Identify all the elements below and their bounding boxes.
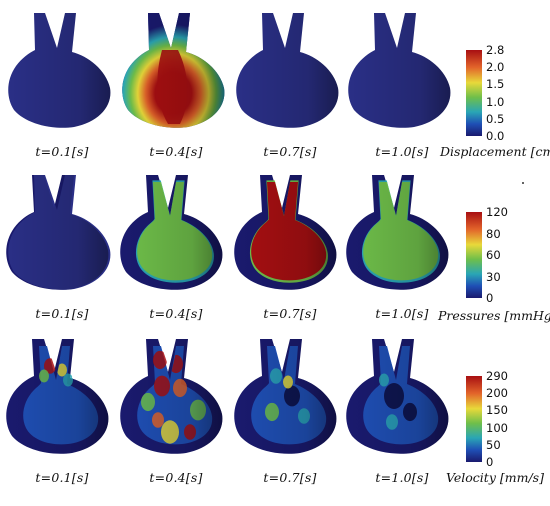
time-label: t=1.0[s] xyxy=(375,470,429,485)
time-label: t=0.7[s] xyxy=(263,144,317,159)
model-panel xyxy=(344,172,456,292)
model-shading xyxy=(346,339,449,454)
model-shading xyxy=(6,175,109,290)
colorbar-label: Velocity [mm/s] xyxy=(446,470,544,485)
colorbar-gradient xyxy=(466,212,482,298)
model-panel xyxy=(4,10,116,130)
colorbar-tick: 80 xyxy=(486,226,501,241)
time-label: t=0.7[s] xyxy=(263,470,317,485)
model-panel xyxy=(118,172,230,292)
model-shading xyxy=(234,339,337,454)
model-render xyxy=(234,339,337,454)
colorbar xyxy=(466,376,482,462)
model-panel xyxy=(232,10,344,130)
model-render xyxy=(120,339,223,454)
model-shading xyxy=(120,175,223,290)
model-render xyxy=(348,13,451,128)
model-render xyxy=(122,13,225,128)
colorbar-tick: 290 xyxy=(486,369,508,383)
row-displacement: t=0.1[s] t=0.4[s] t=0.7[s] t=1.0[s] 2.8 2.0 1.… xyxy=(0,4,550,164)
colorbar xyxy=(466,212,482,298)
colorbar-label: Pressures [mmHg] xyxy=(438,308,550,323)
time-label: t=0.4[s] xyxy=(149,470,203,485)
time-label: t=0.4[s] xyxy=(149,306,203,321)
row-pressures: t=0.1[s] t=0.4[s] t=0.7[s] t=1.0[s] 120 80 60 3… xyxy=(0,166,550,326)
colorbar-tick: 0 xyxy=(486,455,494,469)
model-shading xyxy=(234,175,337,290)
time-label: t=1.0[s] xyxy=(375,306,429,321)
colorbar-tick: 200 xyxy=(486,386,508,401)
time-label: t=0.7[s] xyxy=(263,306,317,321)
colorbar xyxy=(466,50,482,136)
model-render xyxy=(346,339,449,454)
model-render xyxy=(234,175,337,290)
colorbar-label: Displacement [cm] xyxy=(440,144,550,159)
colorbar-tick: 2.8 xyxy=(486,43,505,57)
model-panel xyxy=(232,172,344,292)
model-shading xyxy=(122,13,225,128)
colorbar-tick: 2.0 xyxy=(486,60,505,75)
colorbar-tick: 1.5 xyxy=(486,77,505,92)
colorbar-tick: 60 xyxy=(486,248,501,262)
stray-dot xyxy=(522,182,524,184)
model-render xyxy=(6,175,111,290)
colorbar-tick: 50 xyxy=(486,437,501,452)
colorbar-tick: 150 xyxy=(486,403,508,418)
colorbar-gradient xyxy=(466,376,482,462)
colorbar-tick: 100 xyxy=(486,420,508,435)
model-panel xyxy=(4,172,116,292)
model-render xyxy=(346,175,449,290)
model-shading xyxy=(120,339,223,454)
time-label: t=0.1[s] xyxy=(35,306,89,321)
colorbar-tick: 1.0 xyxy=(486,94,505,109)
colorbar-tick: 0.5 xyxy=(486,111,505,126)
model-shading xyxy=(8,13,111,128)
time-label: t=1.0[s] xyxy=(375,144,429,159)
model-render xyxy=(120,175,223,290)
time-label: t=0.1[s] xyxy=(35,144,89,159)
colorbar-tick: 30 xyxy=(486,269,501,284)
model-panel xyxy=(344,10,456,130)
colorbar-tick: 0 xyxy=(486,291,494,305)
colorbar-tick: 0.0 xyxy=(486,129,505,143)
model-panel xyxy=(4,336,116,456)
model-panel xyxy=(232,336,344,456)
colorbar-gradient xyxy=(466,50,482,136)
model-panel xyxy=(118,336,230,456)
time-label: t=0.4[s] xyxy=(149,144,203,159)
model-panel xyxy=(344,336,456,456)
model-shading xyxy=(6,339,109,454)
model-panel xyxy=(118,10,230,130)
model-render xyxy=(8,13,111,128)
model-shading xyxy=(236,13,339,128)
model-shading xyxy=(348,13,451,128)
model-render xyxy=(236,13,339,128)
time-label: t=0.1[s] xyxy=(35,470,89,485)
row-velocity: t=0.1[s] t=0.4[s] t=0.7[s] t=1.0[s] 290 200 15… xyxy=(0,330,550,490)
model-shading xyxy=(346,175,449,290)
model-render xyxy=(6,339,109,454)
colorbar-tick: 120 xyxy=(486,205,508,219)
